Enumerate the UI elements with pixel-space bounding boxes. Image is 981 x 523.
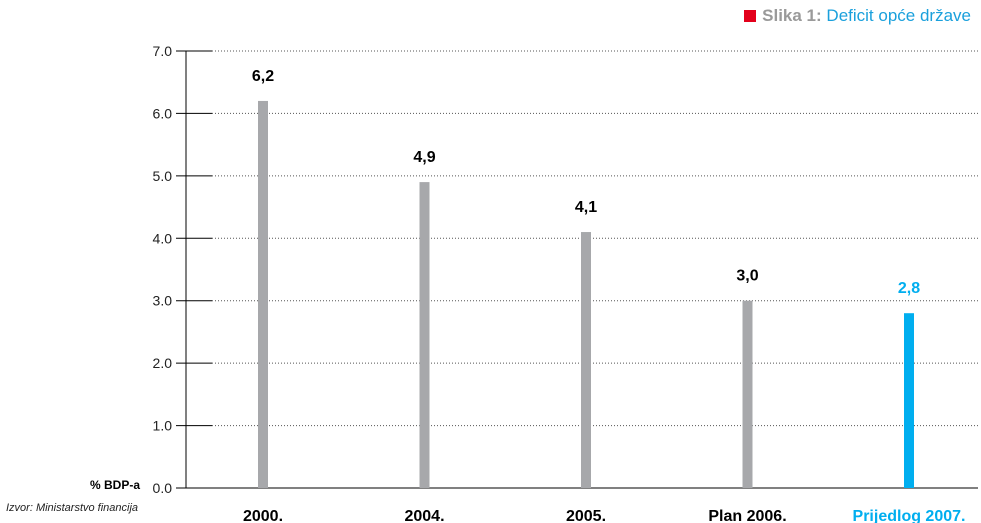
data-label: 4,9 (413, 149, 435, 166)
y-axis-unit-label: % BDP-a (90, 478, 140, 492)
bar (904, 313, 914, 488)
y-tick-label: 3.0 (153, 293, 173, 309)
x-category-label: Plan 2006. (708, 508, 786, 523)
x-category-label: Prijedlog 2007. (853, 508, 966, 523)
x-category-label: 2004. (404, 508, 444, 523)
y-tick-label: 6.0 (153, 105, 173, 121)
data-label: 4,1 (575, 199, 597, 216)
red-square-marker-icon (744, 10, 757, 22)
y-tick-label: 5.0 (153, 168, 173, 184)
x-category-label: 2005. (566, 508, 606, 523)
data-label: 6,2 (252, 68, 274, 85)
bar (742, 300, 753, 488)
figure-title-text: Deficit opće države (826, 6, 971, 25)
y-tick-label: 0.0 (153, 480, 173, 496)
x-category-label: 2000. (243, 508, 283, 523)
bar (258, 100, 268, 488)
y-tick-label: 7.0 (153, 43, 173, 59)
data-label: 2,8 (898, 280, 920, 297)
y-tick-label: 2.0 (153, 355, 173, 371)
y-tick-label: 4.0 (153, 230, 173, 246)
figure-label: Slika 1: (762, 6, 822, 25)
source-note: Izvor: Ministarstvo financija (6, 502, 139, 514)
data-label: 3,0 (736, 268, 758, 285)
bar (581, 232, 591, 488)
bar (419, 182, 430, 488)
y-tick-label: 1.0 (153, 418, 173, 434)
figure-title: Slika 1: Deficit opće države (744, 6, 971, 26)
